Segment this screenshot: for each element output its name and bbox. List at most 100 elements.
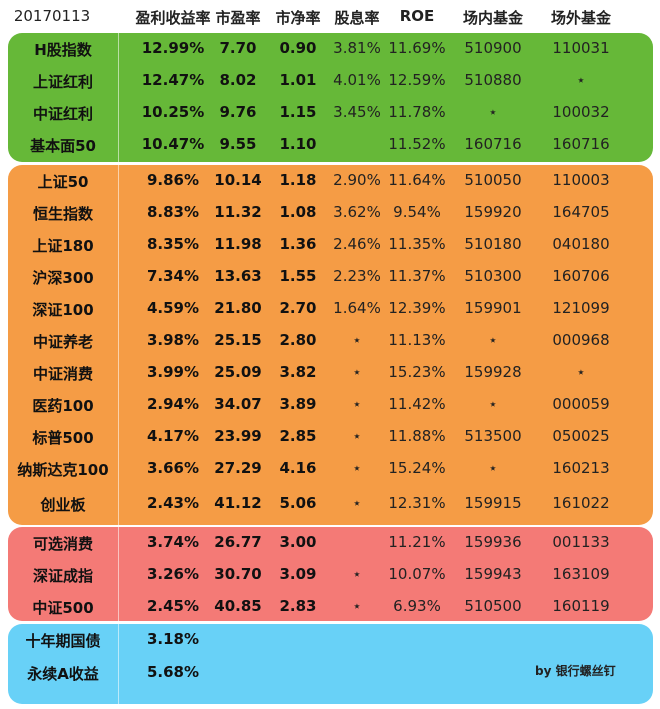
- pb-value: 1.01: [279, 71, 317, 89]
- exchange-fund-code: 159920: [464, 203, 522, 221]
- dividend-value: 3.62%: [333, 203, 381, 221]
- index-name: H股指数: [34, 41, 92, 59]
- otc-fund-code: 160716: [552, 135, 610, 153]
- pe-value: 9.76: [219, 103, 257, 121]
- roe-value: 11.64%: [388, 171, 446, 189]
- pe-value: 25.15: [214, 331, 262, 349]
- earnings-yield-value: 2.45%: [146, 597, 200, 615]
- pb-value: 1.18: [279, 171, 317, 189]
- exchange-fund-code: 510180: [464, 235, 522, 253]
- roe-value: 12.31%: [388, 494, 446, 512]
- earnings-yield-value: 3.18%: [146, 630, 200, 648]
- col-dividend: 股息率: [334, 9, 380, 27]
- pe-value: 11.32: [214, 203, 262, 221]
- group-green: [8, 33, 653, 162]
- otc-fund-code: ⋆: [576, 71, 586, 89]
- index-name: 中证红利: [32, 105, 93, 123]
- dividend-value: ⋆: [352, 363, 362, 381]
- dividend-value: 4.01%: [333, 71, 381, 89]
- pe-value: 10.14: [214, 171, 262, 189]
- otc-fund-code: ⋆: [576, 363, 586, 381]
- otc-fund-code: 050025: [552, 427, 610, 445]
- group-blue: [8, 624, 653, 704]
- col-otc-fund: 场外基金: [550, 9, 611, 27]
- pb-value: 3.00: [279, 533, 317, 551]
- pb-value: 1.15: [279, 103, 317, 121]
- roe-value: 9.54%: [393, 203, 441, 221]
- pe-value: 23.99: [214, 427, 262, 445]
- earnings-yield-value: 5.68%: [146, 663, 200, 681]
- roe-value: 11.88%: [388, 427, 446, 445]
- group-red: [8, 527, 653, 621]
- pb-value: 4.16: [279, 459, 317, 477]
- roe-value: 6.93%: [393, 597, 441, 615]
- otc-fund-code: 163109: [552, 565, 610, 583]
- dividend-value: ⋆: [352, 565, 362, 583]
- table-row: 深证成指 3.26% 30.70 3.09 ⋆ 10.07% 159943 163109: [0, 559, 660, 592]
- col-earnings-yield: 盈利收益率: [135, 9, 211, 27]
- roe-value: 11.78%: [388, 103, 446, 121]
- pb-value: 1.55: [279, 267, 317, 285]
- pb-value: 2.85: [279, 427, 317, 445]
- exchange-fund-code: 159943: [464, 565, 522, 583]
- table-row: 纳斯达克100 3.66% 27.29 4.16 ⋆ 15.24% ⋆ 160213: [0, 453, 660, 486]
- pb-value: 2.83: [279, 597, 317, 615]
- dividend-value: ⋆: [352, 597, 362, 615]
- earnings-yield-value: 10.25%: [141, 103, 205, 121]
- roe-value: 11.13%: [388, 331, 446, 349]
- table-row: 中证红利 10.25% 9.76 1.15 3.45% 11.78% ⋆ 100032: [0, 97, 660, 130]
- index-name: 上证180: [32, 237, 94, 255]
- index-name: 中证500: [32, 599, 94, 617]
- table-row: 中证500 2.45% 40.85 2.83 ⋆ 6.93% 510500 160119: [0, 591, 660, 624]
- exchange-fund-code: 510900: [464, 39, 522, 57]
- pb-value: 3.82: [279, 363, 317, 381]
- pe-value: 21.80: [214, 299, 262, 317]
- roe-value: 11.21%: [388, 533, 446, 551]
- table-header: 20170113 盈利收益率 市盈率 市净率 股息率 ROE 场内基金 场外基金: [0, 0, 660, 34]
- dividend-value: 2.23%: [333, 267, 381, 285]
- dividend-value: 2.90%: [333, 171, 381, 189]
- otc-fund-code: 110003: [552, 171, 610, 189]
- earnings-yield-value: 2.94%: [146, 395, 200, 413]
- otc-fund-code: 160213: [552, 459, 610, 477]
- pe-value: 9.55: [219, 135, 257, 153]
- table-row: 中证消费 3.99% 25.09 3.82 ⋆ 15.23% 159928 ⋆: [0, 357, 660, 390]
- index-name: 十年期国债: [25, 632, 101, 650]
- exchange-fund-code: 510880: [464, 71, 522, 89]
- table-row: 十年期国债 3.18%: [0, 624, 660, 657]
- exchange-fund-code: ⋆: [488, 331, 498, 349]
- index-name: 纳斯达克100: [17, 461, 109, 479]
- exchange-fund-code: 159915: [464, 494, 522, 512]
- dividend-value: ⋆: [352, 331, 362, 349]
- date-label: 20170113: [13, 7, 91, 25]
- earnings-yield-value: 3.99%: [146, 363, 200, 381]
- exchange-fund-code: ⋆: [488, 459, 498, 477]
- otc-fund-code: 001133: [552, 533, 610, 551]
- earnings-yield-value: 3.98%: [146, 331, 200, 349]
- otc-fund-code: 100032: [552, 103, 610, 121]
- earnings-yield-value: 4.59%: [146, 299, 200, 317]
- pe-value: 27.29: [214, 459, 262, 477]
- index-name: 恒生指数: [32, 205, 93, 223]
- dividend-value: ⋆: [352, 427, 362, 445]
- group-orange: [8, 165, 653, 525]
- dividend-value: ⋆: [352, 459, 362, 477]
- pe-value: 7.70: [219, 39, 257, 57]
- col-pb: 市净率: [275, 9, 321, 27]
- earnings-yield-value: 3.26%: [146, 565, 200, 583]
- earnings-yield-value: 9.86%: [146, 171, 200, 189]
- pb-value: 2.80: [279, 331, 317, 349]
- table-row: 上证红利 12.47% 8.02 1.01 4.01% 12.59% 510880 ⋆: [0, 65, 660, 98]
- otc-fund-code: 161022: [552, 494, 610, 512]
- index-name: 上证红利: [32, 73, 93, 91]
- pb-value: 1.10: [279, 135, 317, 153]
- index-name: 基本面50: [30, 137, 96, 155]
- pe-value: 26.77: [214, 533, 262, 551]
- roe-value: 11.69%: [388, 39, 446, 57]
- exchange-fund-code: ⋆: [488, 103, 498, 121]
- table-row: 上证50 9.86% 10.14 1.18 2.90% 11.64% 510050 11000…: [0, 165, 660, 198]
- table-row: 创业板 2.43% 41.12 5.06 ⋆ 12.31% 159915 161022: [0, 488, 660, 521]
- col-exchange-fund: 场内基金: [462, 9, 523, 27]
- index-name: 上证50: [37, 173, 89, 191]
- index-name: 深证成指: [32, 567, 93, 585]
